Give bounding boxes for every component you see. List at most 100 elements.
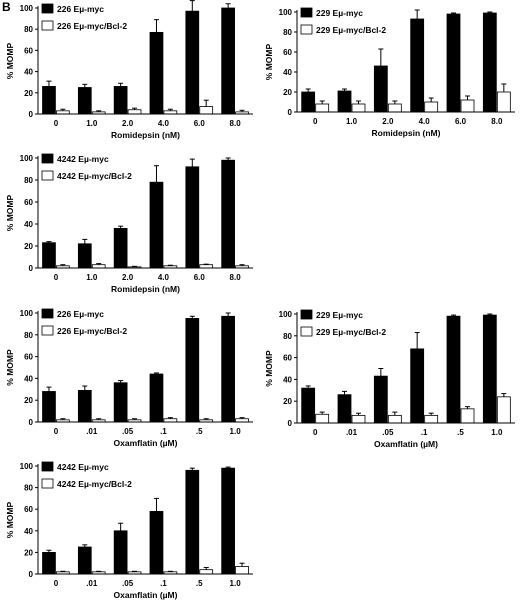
bar-myc	[149, 510, 164, 575]
bar-myc	[77, 389, 92, 423]
x-axis-label: Romidepsin (nM)	[111, 284, 180, 294]
y-tick-label: 60	[24, 198, 33, 207]
bar-myc	[42, 552, 56, 575]
bar-bcl2	[387, 103, 402, 113]
bar-myc	[482, 314, 497, 424]
x-tick-label: 2.0	[382, 117, 394, 126]
legend-label: 229 Eµ-myc/Bcl-2	[316, 25, 386, 35]
bar-myc	[77, 546, 92, 575]
legend-label: 226 Eµ-myc	[57, 4, 104, 14]
bar-myc	[42, 391, 56, 423]
chart-romidepsin-226: 0 20 40 60 80 100 0 1.0 2.0 4.0 6.0 8.0 Romidepsin (…	[5, 0, 253, 140]
x-tick-label: 4.0	[158, 119, 170, 128]
panel-letter: B	[2, 0, 11, 14]
bar-myc	[221, 159, 235, 269]
legend-label: 226 Eµ-myc/Bcl-2	[57, 326, 127, 336]
bar-myc	[185, 318, 200, 423]
x-tick-label: 0	[54, 273, 59, 282]
x-tick-label: 4.0	[419, 117, 431, 126]
x-tick-label: 0	[313, 428, 318, 437]
x-tick-label: .1	[160, 579, 167, 588]
bar-myc	[410, 18, 425, 113]
y-tick-label: 0	[29, 110, 34, 119]
x-tick-label: 2.0	[122, 273, 134, 282]
bar-myc	[301, 91, 316, 113]
y-tick-label: 40	[283, 375, 292, 384]
y-tick-label: 0	[288, 108, 293, 117]
bar-myc	[185, 166, 200, 269]
legend-swatch	[300, 326, 313, 337]
y-tick-label: 0	[288, 419, 293, 428]
chart-romidepsin-229: 0 20 40 60 80 100 0 1.0 2.0 4.0 6.0 8.0 Romidepsin (…	[264, 7, 515, 138]
y-tick-label: 80	[24, 25, 33, 34]
bar-myc	[77, 87, 92, 115]
x-tick-label: .5	[457, 428, 464, 437]
y-axis-label: % MOMP	[264, 350, 274, 387]
x-axis-label: Oxamflatin (µM)	[374, 439, 438, 449]
bar-myc	[337, 394, 352, 424]
y-tick-label: 80	[283, 332, 292, 341]
y-tick-label: 60	[24, 353, 33, 362]
y-tick-label: 100	[20, 309, 34, 318]
y-tick-label: 40	[24, 220, 33, 229]
bar-myc	[337, 90, 352, 113]
legend-label: 226 Eµ-myc/Bcl-2	[57, 21, 127, 31]
y-tick-label: 0	[29, 418, 34, 427]
bar-myc	[410, 348, 425, 424]
y-tick-label: 20	[24, 548, 33, 557]
y-tick-label: 40	[24, 374, 33, 383]
x-tick-label: 8.0	[491, 117, 503, 126]
legend-label: 4242 Eµ-myc/Bcl-2	[57, 171, 132, 181]
x-axis-label: Oxamflatin (µM)	[114, 590, 178, 600]
bar-myc	[373, 65, 388, 113]
x-tick-label: .1	[160, 427, 167, 436]
y-tick-label: 100	[20, 4, 34, 13]
legend-label: 4242 Eµ-myc	[57, 154, 109, 164]
y-axis-label: % MOMP	[5, 42, 15, 79]
bar-myc	[301, 387, 316, 424]
y-tick-label: 100	[20, 462, 34, 471]
x-tick-label: 6.0	[455, 117, 467, 126]
x-tick-label: .01	[86, 579, 98, 588]
y-tick-label: 100	[20, 154, 34, 163]
y-axis-label: % MOMP	[5, 194, 15, 231]
x-axis-label: Romidepsin (nM)	[372, 128, 441, 138]
bar-bcl2	[235, 566, 249, 575]
x-tick-label: 1.0	[230, 579, 242, 588]
x-tick-label: 2.0	[122, 119, 134, 128]
x-tick-label: 0	[54, 427, 59, 436]
bar-myc	[221, 467, 235, 575]
x-tick-label: 1.0	[86, 119, 98, 128]
legend-swatch	[41, 461, 54, 472]
legend-swatch	[41, 308, 54, 319]
y-tick-label: 80	[24, 331, 33, 340]
legend-swatch	[41, 325, 54, 336]
bar-myc	[446, 315, 461, 424]
bar-bcl2	[127, 109, 142, 115]
y-tick-label: 80	[283, 28, 292, 37]
bar-myc	[149, 181, 164, 269]
bar-bcl2	[351, 414, 366, 424]
x-axis-label: Oxamflatin (µM)	[114, 438, 178, 448]
y-tick-label: 20	[24, 242, 33, 251]
bar-bcl2	[424, 101, 439, 113]
x-tick-label: 8.0	[230, 273, 242, 282]
legend-swatch	[41, 170, 54, 181]
x-tick-label: .5	[196, 427, 203, 436]
x-tick-label: 0	[54, 119, 59, 128]
x-tick-label: 1.0	[491, 428, 503, 437]
x-tick-label: 1.0	[86, 273, 98, 282]
y-tick-label: 0	[29, 264, 34, 273]
x-tick-label: 6.0	[194, 273, 206, 282]
y-tick-label: 0	[29, 570, 34, 579]
y-tick-label: 60	[24, 505, 33, 514]
bar-myc	[113, 530, 128, 575]
bar-myc	[221, 7, 235, 115]
bar-bcl2	[199, 106, 214, 115]
legend-swatch	[300, 24, 313, 35]
legend-label: 4242 Eµ-myc/Bcl-2	[57, 479, 132, 489]
y-axis-label: % MOMP	[5, 349, 15, 386]
y-tick-label: 20	[24, 396, 33, 405]
x-tick-label: .01	[346, 428, 358, 437]
bar-bcl2	[199, 569, 214, 575]
